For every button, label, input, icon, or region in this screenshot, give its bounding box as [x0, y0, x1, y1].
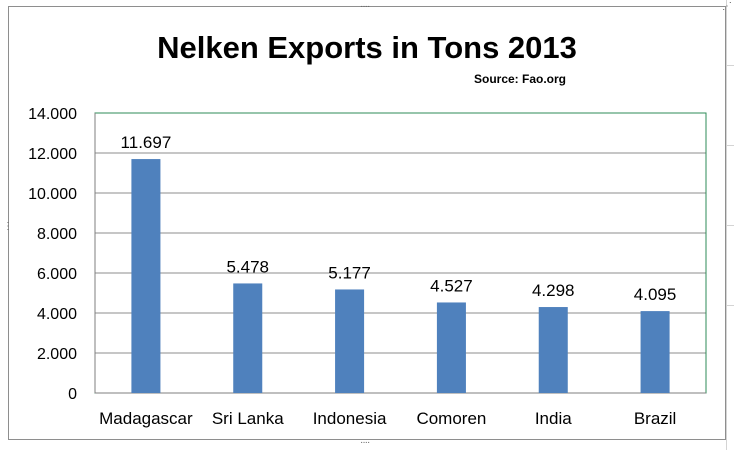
bar-brazil	[640, 311, 670, 393]
y-tick-label: 2.000	[37, 346, 77, 363]
chart-source: Source: Fao.org	[474, 72, 567, 86]
y-tick-label: 0	[68, 386, 77, 403]
x-category-label: Comoren	[416, 409, 486, 428]
data-label: 4.527	[430, 276, 473, 295]
data-label: 11.697	[121, 133, 172, 152]
data-label: 4.095	[634, 285, 677, 304]
sheet-gridline	[726, 65, 734, 66]
plot-area-border	[94, 112, 707, 394]
sheet-gridline	[726, 225, 734, 226]
x-category-label: India	[535, 409, 572, 428]
resize-handle-left[interactable]: ⋮	[3, 221, 13, 232]
sheet-gridline	[726, 145, 734, 146]
bar-madagascar	[131, 159, 161, 393]
x-category-label: Brazil	[634, 409, 677, 428]
y-tick-label: 6.000	[37, 266, 77, 283]
sheet-gridline	[726, 305, 734, 306]
bar-india	[538, 307, 568, 393]
data-label: 4.298	[532, 281, 575, 300]
y-tick-label: 4.000	[37, 306, 77, 323]
resize-handle-bottom[interactable]: ····	[360, 437, 370, 448]
resize-handle-top-right[interactable]: ⋰	[722, 1, 732, 12]
bar-indonesia	[335, 289, 365, 393]
x-category-label: Madagascar	[99, 409, 193, 428]
y-tick-label: 14.000	[28, 106, 77, 123]
chart-title: Nelken Exports in Tons 2013	[157, 30, 577, 65]
bar-sri-lanka	[233, 283, 263, 393]
data-label: 5.177	[328, 263, 371, 282]
resize-handle-top[interactable]: ····	[360, 1, 370, 12]
x-category-label: Sri Lanka	[212, 409, 284, 428]
bar-comoren	[436, 302, 466, 393]
x-category-label: Indonesia	[313, 409, 387, 428]
y-tick-label: 8.000	[37, 226, 77, 243]
y-tick-label: 10.000	[28, 186, 77, 203]
chart-area[interactable]	[8, 6, 726, 440]
y-tick-label: 12.000	[28, 146, 77, 163]
data-label: 5.478	[226, 257, 269, 276]
